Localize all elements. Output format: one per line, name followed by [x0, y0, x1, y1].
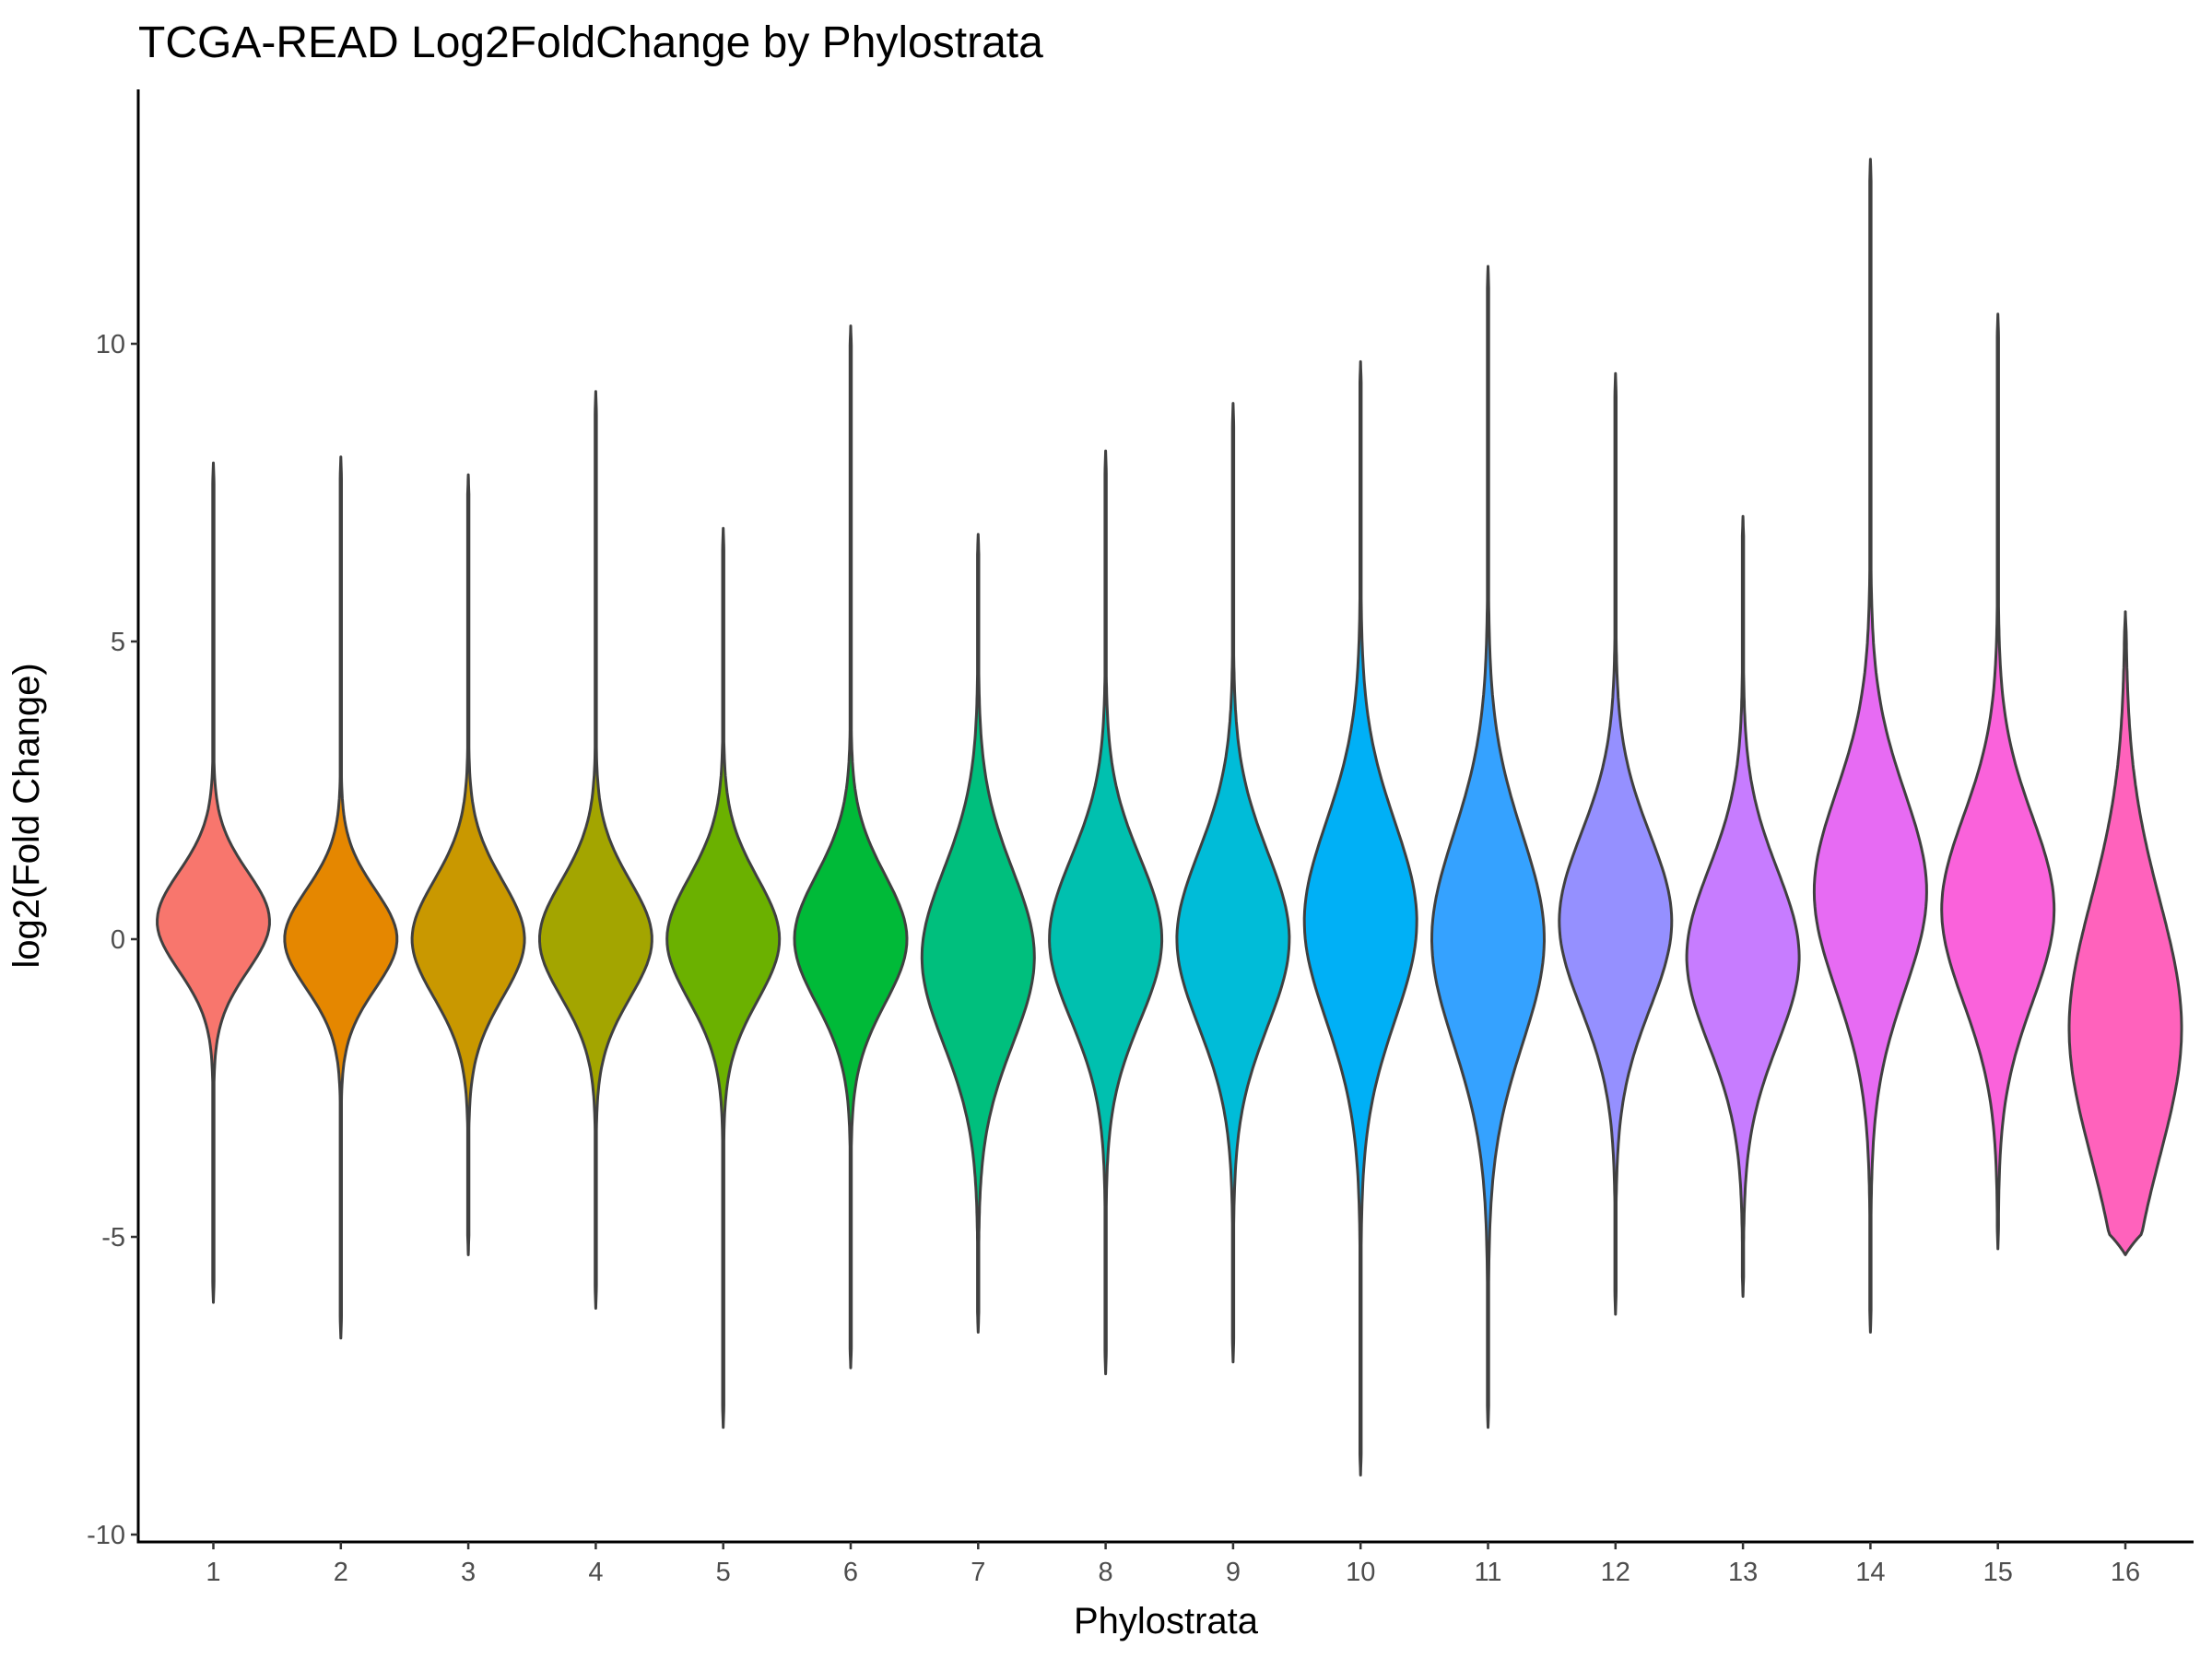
y-axis-title: log2(Fold Change) [6, 663, 47, 968]
chart-title: TCGA-READ Log2FoldChange by Phylostrata [138, 18, 1043, 67]
x-tick-label: 2 [334, 1558, 348, 1587]
violin-phylostrata-15 [1940, 312, 2056, 1251]
x-tick-label: 14 [1855, 1558, 1885, 1587]
y-tick-label: -10 [87, 1521, 125, 1550]
violin-phylostrata-11 [1430, 265, 1546, 1430]
x-tick-label: 4 [588, 1558, 603, 1587]
y-tick-label: 5 [111, 628, 125, 657]
x-tick-label: 6 [843, 1558, 858, 1587]
x-tick-label: 15 [1983, 1558, 2013, 1587]
y-tick-label: -5 [101, 1223, 125, 1253]
x-tick-label: 3 [461, 1558, 476, 1587]
violin-phylostrata-10 [1302, 359, 1418, 1477]
x-tick-label: 10 [1346, 1558, 1375, 1587]
violin-phylostrata-16 [2067, 610, 2183, 1256]
violin-phylostrata-2 [283, 455, 399, 1340]
x-tick-label: 5 [716, 1558, 731, 1587]
x-tick-label: 9 [1226, 1558, 1241, 1587]
violin-group [156, 158, 2183, 1477]
x-tick-label: 13 [1728, 1558, 1758, 1587]
violin-phylostrata-3 [410, 473, 526, 1256]
x-tick-label: 8 [1099, 1558, 1113, 1587]
violin-phylostrata-9 [1175, 402, 1291, 1364]
y-axis-ticks: 10 5 0 -5 -10 [87, 330, 138, 1550]
violin-phylostrata-1 [156, 461, 271, 1304]
violin-phylostrata-7 [920, 533, 1036, 1334]
x-axis-title: Phylostrata [1074, 1601, 1259, 1641]
violin-phylostrata-4 [538, 390, 653, 1310]
x-tick-label: 16 [2111, 1558, 2140, 1587]
violin-phylostrata-6 [793, 324, 909, 1370]
violin-phylostrata-14 [1812, 158, 1928, 1334]
y-tick-label: 0 [111, 925, 125, 955]
violin-phylostrata-5 [665, 526, 782, 1430]
y-tick-label: 10 [96, 330, 125, 359]
x-axis-ticks: 1 2 3 4 5 6 7 8 9 10 11 12 13 14 15 16 [206, 1542, 2140, 1587]
x-tick-label: 11 [1474, 1558, 1501, 1587]
x-tick-label: 7 [971, 1558, 985, 1587]
violin-phylostrata-8 [1048, 449, 1164, 1376]
x-tick-label: 12 [1601, 1558, 1630, 1587]
violin-phylostrata-12 [1558, 371, 1674, 1316]
x-tick-label: 1 [206, 1558, 220, 1587]
violin-phylostrata-13 [1685, 514, 1801, 1299]
